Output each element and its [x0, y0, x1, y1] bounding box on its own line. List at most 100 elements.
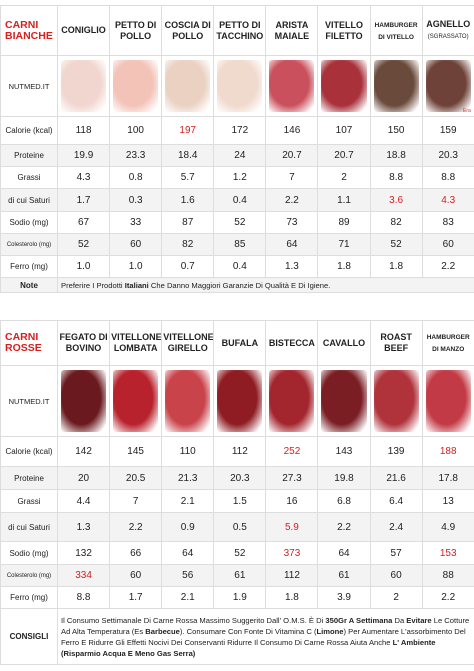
value-cell: 18.8	[369, 144, 423, 167]
meat-image	[373, 370, 419, 432]
meat-name: HAMBURGER DI VITELLO	[374, 21, 418, 41]
footer-part: Italiani	[124, 280, 149, 290]
value-cell: 146	[265, 116, 319, 145]
image-cell	[161, 365, 215, 437]
value-cell: 5.9	[265, 512, 319, 542]
value-cell: 0.5	[213, 512, 267, 542]
meat-image	[165, 60, 211, 112]
meat-name: AGNELLO	[426, 18, 471, 29]
data-row: Ferro (mg) 8.8 1.7 2.1 1.9 1.8 3.9 2 2.2	[0, 586, 474, 609]
value-cell: 20	[56, 466, 111, 490]
header-row: CARNI BIANCHE CONIGLIO PETTO DI POLLO COSCI…	[0, 5, 474, 56]
footer-part: Il Consumo Settimanale Di Carne Rossa Ma…	[61, 615, 326, 625]
value-cell: 18.4	[161, 144, 215, 167]
meat-name: PETTO DI TACCHINO	[216, 19, 264, 41]
image-cell	[265, 365, 319, 437]
site-label: NUTMED.IT	[0, 55, 58, 117]
data-row: Calorie (kcal) 142 145 110 112 252 143 139 188	[0, 436, 474, 467]
value-cell: 7	[109, 489, 163, 513]
meat-name: VITELLONE LOMBATA	[111, 332, 162, 353]
data-row: Colesterolo (mg) 334 60 56 61 112 61 60 88	[0, 564, 474, 587]
footer-text: Preferire I Prodotti Italiani Che Danno …	[57, 277, 474, 293]
image-cell	[109, 365, 163, 437]
data-row: Calorie (kcal) 118 100 197 172 146 107 150 159	[0, 116, 474, 145]
footer-part: 350Gr A Settimana	[325, 615, 393, 625]
value-cell: 0.8	[109, 166, 163, 189]
value-cell: 107	[317, 116, 371, 145]
value-cell: 1.2	[213, 166, 267, 189]
data-row: Ferro (mg) 1.0 1.0 0.7 0.4 1.3 1.8 1.8 2.2	[0, 255, 474, 278]
value-cell: 24	[213, 144, 267, 167]
value-cell: 2.2	[109, 512, 163, 542]
value-cell: 1.8	[265, 586, 319, 609]
value-cell: 4.3	[56, 166, 111, 189]
value-cell: 1.7	[109, 586, 163, 609]
column-header: CONIGLIO	[56, 5, 111, 56]
value-cell: 61	[213, 564, 267, 587]
image-cell	[213, 365, 267, 437]
value-cell: 60	[369, 564, 423, 587]
row-label: Ferro (mg)	[0, 586, 58, 609]
row-label: Sodio (mg)	[0, 541, 58, 565]
value-cell: 56	[161, 564, 215, 587]
value-cell: 2.1	[161, 586, 215, 609]
row-label: Grassi	[0, 166, 58, 189]
value-cell: 1.8	[369, 255, 423, 278]
column-header: HAMBURGER DI MANZO	[421, 320, 474, 366]
value-cell: 2.2	[317, 512, 371, 542]
column-header: HAMBURGER DI VITELLO	[369, 5, 423, 56]
column-header: PETTO DI TACCHINO	[213, 5, 267, 56]
value-cell: 145	[109, 436, 163, 467]
image-row: NUTMED.IT	[0, 365, 474, 437]
value-cell: 1.7	[56, 188, 111, 212]
data-row: Grassi 4.3 0.8 5.7 1.2 7 2 8.8 8.8	[0, 166, 474, 189]
column-header: PETTO DI POLLO	[109, 5, 163, 56]
value-cell: 0.3	[109, 188, 163, 212]
row-label: Colesterolo (mg)	[0, 564, 58, 587]
footer-part: Evitare	[406, 615, 432, 625]
meat-name: CAVALLO	[322, 337, 366, 348]
value-cell: 2.1	[161, 489, 215, 513]
value-cell: 159	[421, 116, 474, 145]
value-cell: 2	[317, 166, 371, 189]
value-cell: 7	[265, 166, 319, 189]
column-header: ARISTA MAIALE	[265, 5, 319, 56]
value-cell: 100	[109, 116, 163, 145]
footer-part: Le Cotture Ad Alta Temperatura (Es	[61, 615, 470, 636]
row-label: Ferro (mg)	[0, 255, 58, 278]
column-header: VITELLO FILETTO	[317, 5, 371, 56]
meat-image	[425, 60, 471, 112]
meat-name: HAMBURGER DI MANZO	[426, 334, 470, 353]
value-cell: 1.6	[161, 188, 215, 212]
footer-part: Limone	[316, 626, 344, 636]
meat-image	[61, 370, 107, 432]
value-cell: 57	[369, 541, 423, 565]
meat-image	[113, 60, 159, 112]
footer-text: Il Consumo Settimanale Di Carne Rossa Ma…	[57, 608, 474, 665]
image-cell	[161, 55, 215, 117]
value-cell: 89	[317, 211, 371, 234]
value-cell: 334	[56, 564, 111, 587]
value-cell: 6.8	[317, 489, 371, 513]
meat-name: PETTO DI POLLO	[114, 19, 157, 41]
meat-note: (SGRASSATO)	[427, 33, 469, 40]
data-row: di cui Saturi 1.3 2.2 0.9 0.5 5.9 2.2 2.4 4.9	[0, 512, 474, 542]
meat-name: FEGATO DI BOVINO	[59, 332, 108, 353]
value-cell: 2	[369, 586, 423, 609]
value-cell: 1.1	[317, 188, 371, 212]
meat-name: VITELLONE GIRELLO	[163, 332, 214, 353]
footer-part: ) Per Aumentare L'assorbimento Del Ferro…	[61, 626, 466, 647]
value-cell: 252	[265, 436, 319, 467]
column-header: VITELLONE GIRELLO	[161, 320, 215, 366]
footer-label: Note	[0, 277, 58, 293]
value-cell: 8.8	[369, 166, 423, 189]
value-cell: 13	[421, 489, 474, 513]
meat-image	[321, 370, 367, 432]
meat-image	[61, 60, 107, 112]
value-cell: 52	[213, 541, 267, 565]
value-cell: 8.8	[421, 166, 474, 189]
value-cell: 143	[317, 436, 371, 467]
value-cell: 17.8	[421, 466, 474, 490]
column-header: COSCIA DI POLLO	[161, 5, 215, 56]
image-cell	[369, 365, 423, 437]
